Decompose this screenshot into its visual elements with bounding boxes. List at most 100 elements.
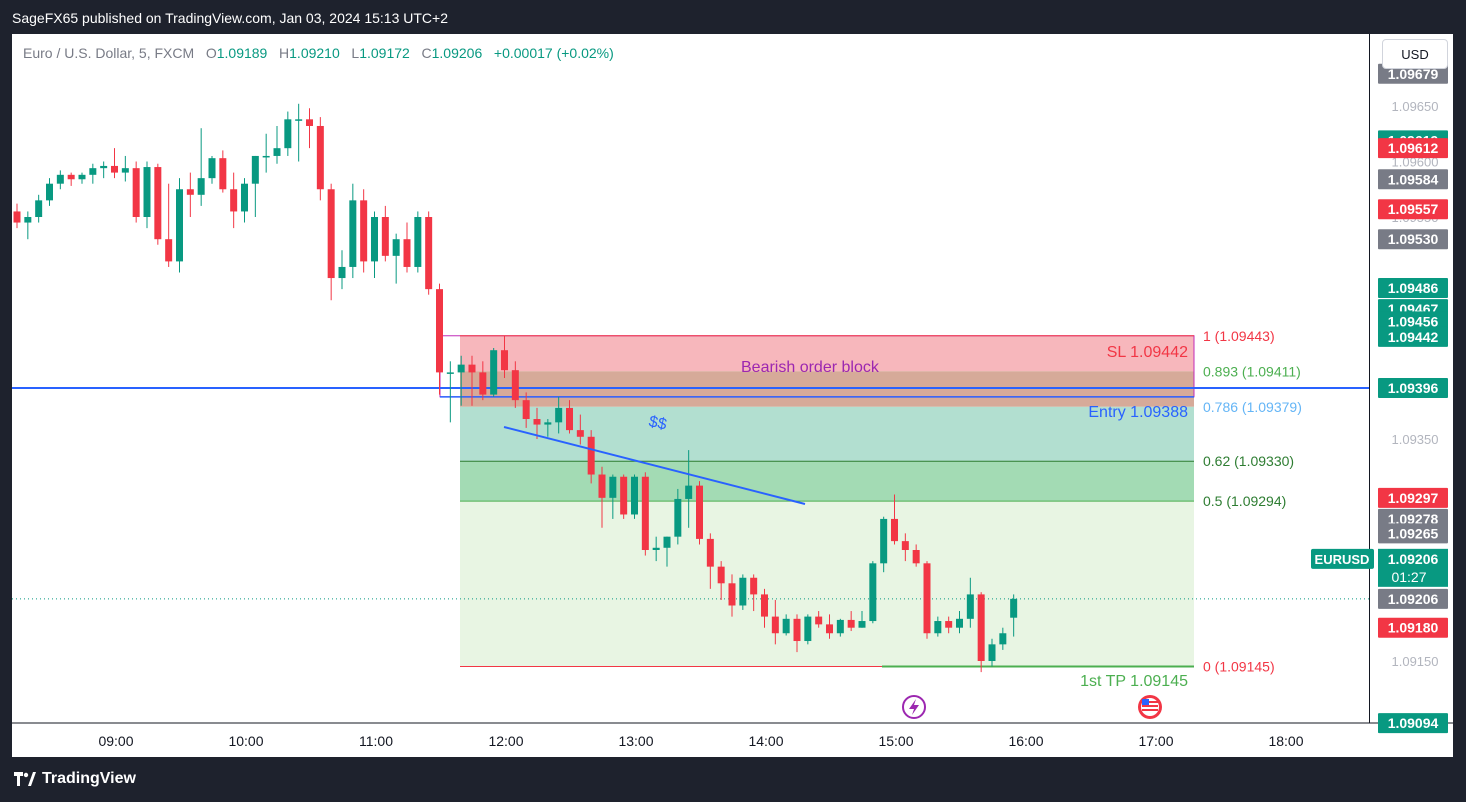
time-tick-label: 14:00 (748, 733, 783, 749)
candle (381, 205, 389, 262)
candle-body (631, 476, 638, 515)
candle (956, 611, 963, 634)
candle-body (208, 158, 216, 179)
candle (663, 536, 671, 567)
candle (403, 222, 411, 273)
time-tick-label: 15:00 (878, 733, 913, 749)
candle (295, 103, 303, 162)
candle (966, 577, 974, 628)
candle (78, 172, 86, 184)
time-tick-label: 17:00 (1138, 733, 1173, 749)
candle (219, 150, 227, 193)
price-label-text: 1.09456 (1388, 313, 1439, 329)
footer-brand[interactable]: TradingView (14, 770, 136, 788)
candle (132, 161, 140, 223)
candle (587, 430, 595, 484)
candle-body (501, 350, 508, 371)
currency-button[interactable]: USD (1382, 39, 1448, 69)
price-label-badge: 1.09612 (1378, 138, 1448, 159)
candle-body (609, 476, 617, 498)
candle (327, 183, 335, 301)
price-label-badge: 1.09396 (1378, 377, 1448, 398)
candle-body (880, 518, 888, 564)
flag-stripe (1142, 709, 1158, 711)
candle-body (598, 474, 606, 498)
candle (544, 419, 552, 437)
candle (197, 128, 205, 206)
footer-brand-text: TradingView (42, 770, 136, 787)
candle-body (761, 594, 768, 617)
candle (631, 474, 638, 519)
candle (880, 516, 888, 573)
price-label-bg (1378, 229, 1448, 250)
lightning-event-icon[interactable] (902, 695, 926, 719)
time-tick-label: 11:00 (359, 733, 393, 749)
candle-body (56, 174, 64, 184)
candle (815, 611, 823, 628)
candle (804, 614, 812, 645)
candle (186, 172, 194, 217)
candle-body (446, 372, 454, 374)
candle (35, 194, 43, 223)
legend-h-label: H (279, 45, 290, 61)
candle (533, 407, 541, 439)
candle-body (78, 174, 86, 180)
price-label-badge: 1.09557 (1378, 199, 1448, 220)
candle-body (35, 200, 43, 217)
candle (912, 544, 920, 567)
candle (923, 561, 931, 639)
bar-countdown: 01:27 (1391, 569, 1426, 585)
candle-body (381, 217, 389, 256)
current-price-badge: 1.09206 01:27 (1378, 548, 1448, 587)
candle (154, 163, 162, 245)
candle (685, 450, 693, 528)
candle-body (338, 266, 346, 279)
chart-frame[interactable]: $$ Bearish order block SL 1.09442 Entry 1.0… (12, 34, 1453, 757)
candle (371, 211, 378, 279)
price-label-text: 1.09557 (1388, 201, 1439, 217)
liquidity-trendline[interactable] (503, 426, 806, 505)
price-label-badge: 1.09530 (1378, 229, 1448, 250)
candle (13, 203, 21, 229)
candle (316, 117, 324, 201)
candle (869, 561, 877, 624)
candle-body (490, 350, 498, 395)
candle (652, 536, 660, 562)
candle (522, 392, 530, 428)
stop-loss-zone (460, 335, 1194, 372)
candle (425, 211, 433, 295)
candle-body (966, 594, 974, 619)
price-chart[interactable]: $$ Bearish order block SL 1.09442 Entry 1.0… (12, 34, 1453, 757)
flag-stripe (1142, 705, 1158, 707)
candle (706, 533, 714, 589)
price-label-text: 1.09530 (1388, 231, 1439, 247)
price-label-bg (1378, 138, 1448, 159)
candle (858, 611, 866, 628)
candle-body (13, 211, 21, 223)
legend-open: 1.09189 (216, 45, 268, 61)
price-label-bg (1378, 487, 1448, 508)
candle-body (306, 119, 313, 126)
candle-body (706, 538, 714, 567)
candle (555, 396, 563, 434)
symbol-tag: EURUSD (1311, 548, 1374, 569)
price-label-badge: 1.09456 (1378, 311, 1448, 332)
legend-symbol: Euro / U.S. Dollar, 5, FXCM (23, 45, 195, 61)
flag-canton (1142, 699, 1149, 705)
price-label-bg (1378, 377, 1448, 398)
legend-o-label: O (205, 45, 217, 61)
candle (56, 170, 64, 190)
candle-body (479, 372, 487, 395)
price-label-bg (1378, 278, 1448, 299)
candle-body (858, 621, 866, 628)
entry-label: Entry 1.09388 (1088, 404, 1188, 421)
us-flag-event-icon[interactable] (1138, 695, 1162, 719)
candle (251, 155, 259, 217)
legend-close: 1.09206 (431, 45, 483, 61)
candle-body (977, 594, 985, 661)
price-label-badge: 1.09442 (1378, 326, 1448, 347)
price-label-text: 1.09612 (1388, 140, 1439, 156)
candle-body (154, 167, 162, 240)
candle-body (522, 400, 530, 420)
candle-body (912, 550, 920, 564)
